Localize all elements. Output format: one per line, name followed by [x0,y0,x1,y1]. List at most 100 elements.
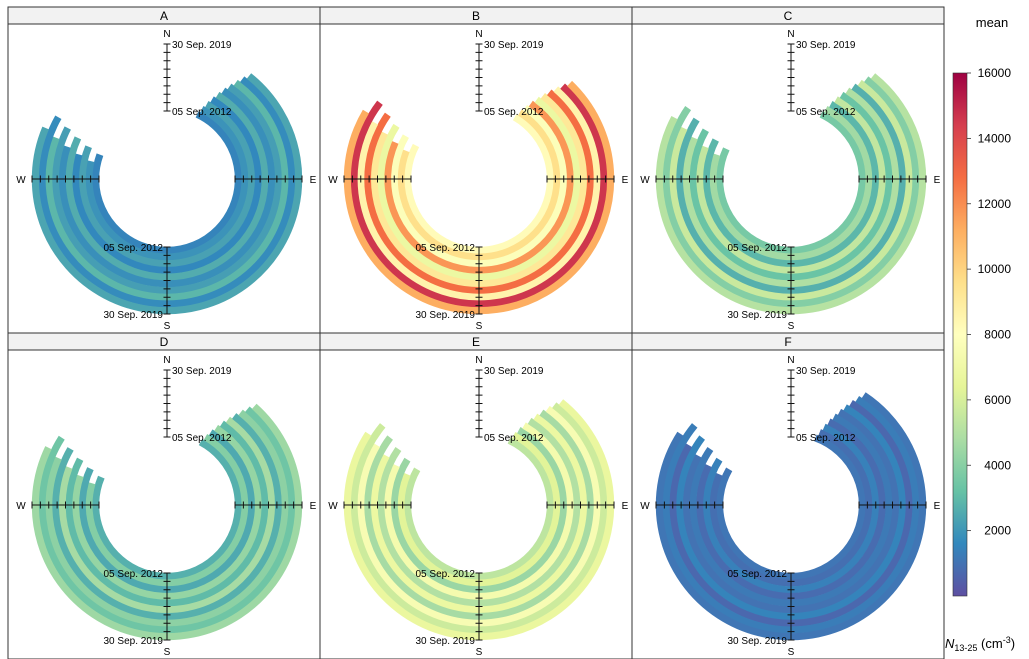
ring-band [397,109,561,261]
ring-band [709,105,873,261]
ring-band [709,429,873,587]
ring-bands [655,73,927,315]
colorbar-gradient [952,72,968,597]
panel-a: AN E S W 30 Sep. 2019 05 Sep. 2012 05 Sep. 201… [7,6,321,334]
ring-band [38,406,296,634]
ring-band [343,399,615,641]
date-label: 30 Sep. 2019 [104,636,164,647]
date-label: 05 Sep. 2012 [484,433,544,444]
ring-band [370,413,588,614]
colorbar-tick-label: 14000 [978,131,1012,145]
date-label: 30 Sep. 2019 [484,366,544,377]
direction-label-east: E [934,501,941,512]
ring-band [51,413,283,621]
ring-band [404,437,554,580]
ring-band [384,422,574,600]
direction-label-north: N [163,355,170,366]
ring-band [682,87,900,288]
date-label: 05 Sep. 2012 [172,107,232,118]
direction-axes: N E S W [328,355,628,658]
direction-label-west: W [640,501,650,512]
date-label: 30 Sep. 2019 [484,40,544,51]
ring-band [377,96,581,281]
panel-f: FN E S W 30 Sep. 2019 05 Sep. 2012 05 Sep. 201… [631,332,945,659]
ring-band [696,418,886,600]
ring-band [58,416,276,614]
date-label: 05 Sep. 2012 [728,243,788,254]
ring-band [363,409,595,621]
ring-band [689,91,893,281]
ring-band [702,101,880,268]
panel-strip [631,332,945,351]
direction-axes: N E S W [640,29,940,332]
ring-band [58,87,276,288]
date-label: 30 Sep. 2019 [416,636,476,647]
date-label: 05 Sep. 2012 [796,107,856,118]
ring-bands [343,80,615,315]
direction-label-west: W [16,175,26,186]
date-label: 30 Sep. 2019 [796,366,856,377]
ring-band [72,424,262,600]
ring-band [357,86,601,301]
date-label: 05 Sep. 2012 [796,433,856,444]
ring-band [702,423,880,594]
ring-band [72,96,262,274]
colorbar-ticks: 2000 4000 6000 8000 10000 12000 14000 16000 [967,66,1011,538]
ring-band [78,429,256,594]
ring-band [51,83,283,295]
panel-label: A [160,9,168,23]
direction-label-south: S [164,321,171,332]
date-label: 30 Sep. 2019 [172,40,232,51]
colorbar-tick-label: 8000 [984,328,1011,342]
direction-axes: N E S W [640,355,940,658]
colorbar-tick-label: 12000 [978,197,1012,211]
ring-band [397,431,561,587]
panel-label: E [472,335,480,349]
direction-label-west: W [16,501,26,512]
panel-d: DN E S W 30 Sep. 2019 05 Sep. 2012 05 Sep. 201… [7,332,321,659]
ring-band [350,83,608,308]
direction-label-north: N [475,355,482,366]
date-label: 05 Sep. 2012 [484,107,544,118]
direction-label-east: E [310,501,317,512]
panel-c: CN E S W 30 Sep. 2019 05 Sep. 2012 05 Sep. 201… [631,6,945,334]
date-label: 30 Sep. 2019 [172,366,232,377]
date-label: 05 Sep. 2012 [416,569,476,580]
ring-band [370,93,588,288]
ring-band [45,409,289,627]
panel-label: B [472,9,480,23]
date-label: 05 Sep. 2012 [416,243,476,254]
ring-bands [31,403,303,641]
direction-label-east: E [622,501,629,512]
direction-axes: N E S W [328,29,628,332]
direction-label-north: N [163,29,170,40]
date-label: 30 Sep. 2019 [796,40,856,51]
panel-strip [631,6,945,25]
colorbar-tick-label: 4000 [984,458,1011,472]
panel-b: B N E S W 30 Sep. 2019 05 Sep. 2012 05 Sep. 201… [319,6,633,334]
ring-bands [655,392,927,641]
ring-band [65,91,269,281]
date-label: 05 Sep. 2012 [728,569,788,580]
panel-label: D [160,335,169,349]
colorbar-tick-label: 2000 [984,524,1011,538]
colorbar-label-close: ) [1011,636,1015,651]
ring-band [85,105,249,261]
ring-band [716,111,866,254]
colorbar-label-sub: 13-25 [954,643,977,653]
direction-label-south: S [476,647,483,658]
ring-band [669,79,913,301]
direction-label-north: N [787,355,794,366]
colorbar-label-unit: (cm [977,636,1002,651]
ring-band [404,114,554,254]
panel-label: F [784,335,791,349]
date-label: 05 Sep. 2012 [104,569,164,580]
ring-band [78,101,256,268]
ring-band [357,405,601,627]
ring-band [662,396,920,634]
ring-bands [343,399,615,641]
colorbar-tick-label: 16000 [978,66,1012,80]
